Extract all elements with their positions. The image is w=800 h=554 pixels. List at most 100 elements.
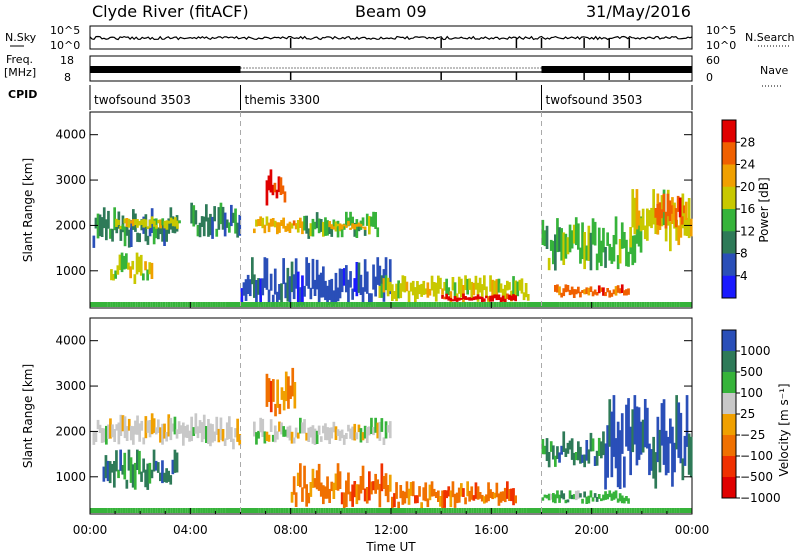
ground-scatter-cell — [135, 508, 138, 513]
ground-scatter-cell — [491, 508, 494, 513]
heat-cell — [449, 297, 453, 301]
heat-cell — [562, 493, 566, 500]
ground-scatter-cell — [288, 302, 291, 307]
heat-cell — [275, 189, 279, 199]
ground-scatter-cell — [185, 508, 188, 513]
heat-cell — [174, 217, 177, 227]
heat-cell — [345, 480, 348, 508]
ground-scatter-cell — [110, 302, 113, 307]
heat-cell — [593, 456, 597, 466]
ground-scatter-cell — [581, 302, 585, 307]
heat-cell — [171, 423, 175, 432]
ground-scatter-cell — [458, 302, 462, 307]
ground-scatter-cell — [511, 302, 514, 307]
heat-cell — [451, 481, 455, 498]
ground-scatter-cell — [386, 302, 389, 307]
heat-cell — [121, 465, 125, 475]
heat-cell — [119, 228, 123, 241]
heat-cell — [604, 247, 607, 268]
heat-cell — [125, 218, 129, 227]
heat-cell — [460, 298, 463, 300]
heat-cell — [347, 220, 350, 226]
heat-cell — [94, 217, 98, 229]
heat-cell — [188, 430, 191, 442]
heat-cell — [583, 289, 586, 295]
heat-cell — [363, 226, 367, 230]
heat-cell — [138, 450, 141, 475]
heat-cell — [355, 432, 359, 440]
heat-cell — [516, 281, 520, 297]
heat-cell — [489, 275, 492, 292]
heat-cell — [623, 497, 626, 504]
ground-scatter-cell — [170, 508, 173, 513]
heat-cell — [474, 482, 478, 499]
heat-cell — [198, 222, 202, 238]
heat-cell — [468, 297, 471, 301]
heat-cell — [570, 438, 574, 460]
ground-scatter-cell — [483, 508, 487, 513]
heat-cell — [154, 460, 158, 471]
heat-cell — [259, 278, 262, 305]
heat-cell — [564, 499, 568, 504]
ground-scatter-cell — [180, 302, 183, 307]
heat-cell — [439, 277, 442, 290]
ground-scatter-cell — [468, 508, 472, 513]
heat-cell — [493, 294, 497, 299]
heat-cell — [315, 212, 319, 229]
ground-scatter-cell — [564, 302, 567, 307]
heat-cell — [311, 468, 315, 488]
heat-cell — [673, 442, 676, 473]
heat-cell — [637, 217, 641, 247]
heat-cell — [171, 459, 175, 475]
heat-cell — [100, 428, 104, 443]
ground-scatter-cell — [285, 302, 289, 307]
ground-scatter-cell — [381, 302, 384, 307]
heat-cell — [683, 212, 687, 236]
heat-cell — [351, 484, 354, 507]
heat-cell — [307, 492, 311, 504]
ground-scatter-cell — [431, 508, 434, 513]
heat-cell — [683, 435, 687, 466]
heat-cell — [303, 419, 306, 434]
heat-cell — [676, 195, 680, 212]
nsky-label: N.Sky — [5, 31, 37, 44]
ground-scatter-cell — [441, 508, 444, 513]
nave-tick-top: 60 — [706, 54, 720, 67]
heat-cell — [512, 294, 515, 301]
heat-cell — [178, 220, 181, 224]
ground-scatter-cell — [293, 508, 296, 513]
heat-cell — [330, 481, 334, 492]
ground-scatter-cell — [92, 302, 95, 307]
heat-cell — [384, 257, 388, 289]
ground-scatter-cell — [574, 302, 577, 307]
ground-scatter-cell — [325, 302, 329, 307]
colorbar-tick-label: 100 — [740, 386, 763, 400]
heat-cell — [620, 413, 624, 454]
colorbar-tick-label: 12 — [740, 224, 755, 238]
heat-cell — [506, 280, 509, 291]
ground-scatter-cell — [521, 302, 524, 307]
heat-cell — [342, 224, 346, 227]
ground-scatter-cell — [456, 508, 459, 513]
heat-cell — [273, 182, 277, 193]
heat-cell — [146, 463, 150, 490]
heat-cell — [328, 488, 331, 503]
heat-cell — [351, 223, 354, 229]
heat-cell — [386, 277, 390, 297]
heat-cell — [568, 490, 572, 499]
heat-cell — [286, 267, 290, 302]
heat-cell — [457, 487, 461, 503]
heat-cell — [156, 462, 160, 473]
heat-cell — [480, 284, 484, 300]
heat-cell — [146, 420, 150, 433]
ground-scatter-cell — [167, 508, 171, 513]
heat-cell — [265, 180, 269, 206]
heat-cell — [388, 259, 392, 295]
heat-cell — [173, 221, 177, 234]
cpid-boundary-lines — [240, 112, 542, 514]
ground-scatter-cell — [551, 302, 554, 307]
ground-scatter-cell — [541, 302, 544, 307]
heat-cell — [395, 482, 398, 499]
colorbar-swatch — [722, 351, 736, 373]
colorbar-tick-label: 28 — [740, 135, 755, 149]
